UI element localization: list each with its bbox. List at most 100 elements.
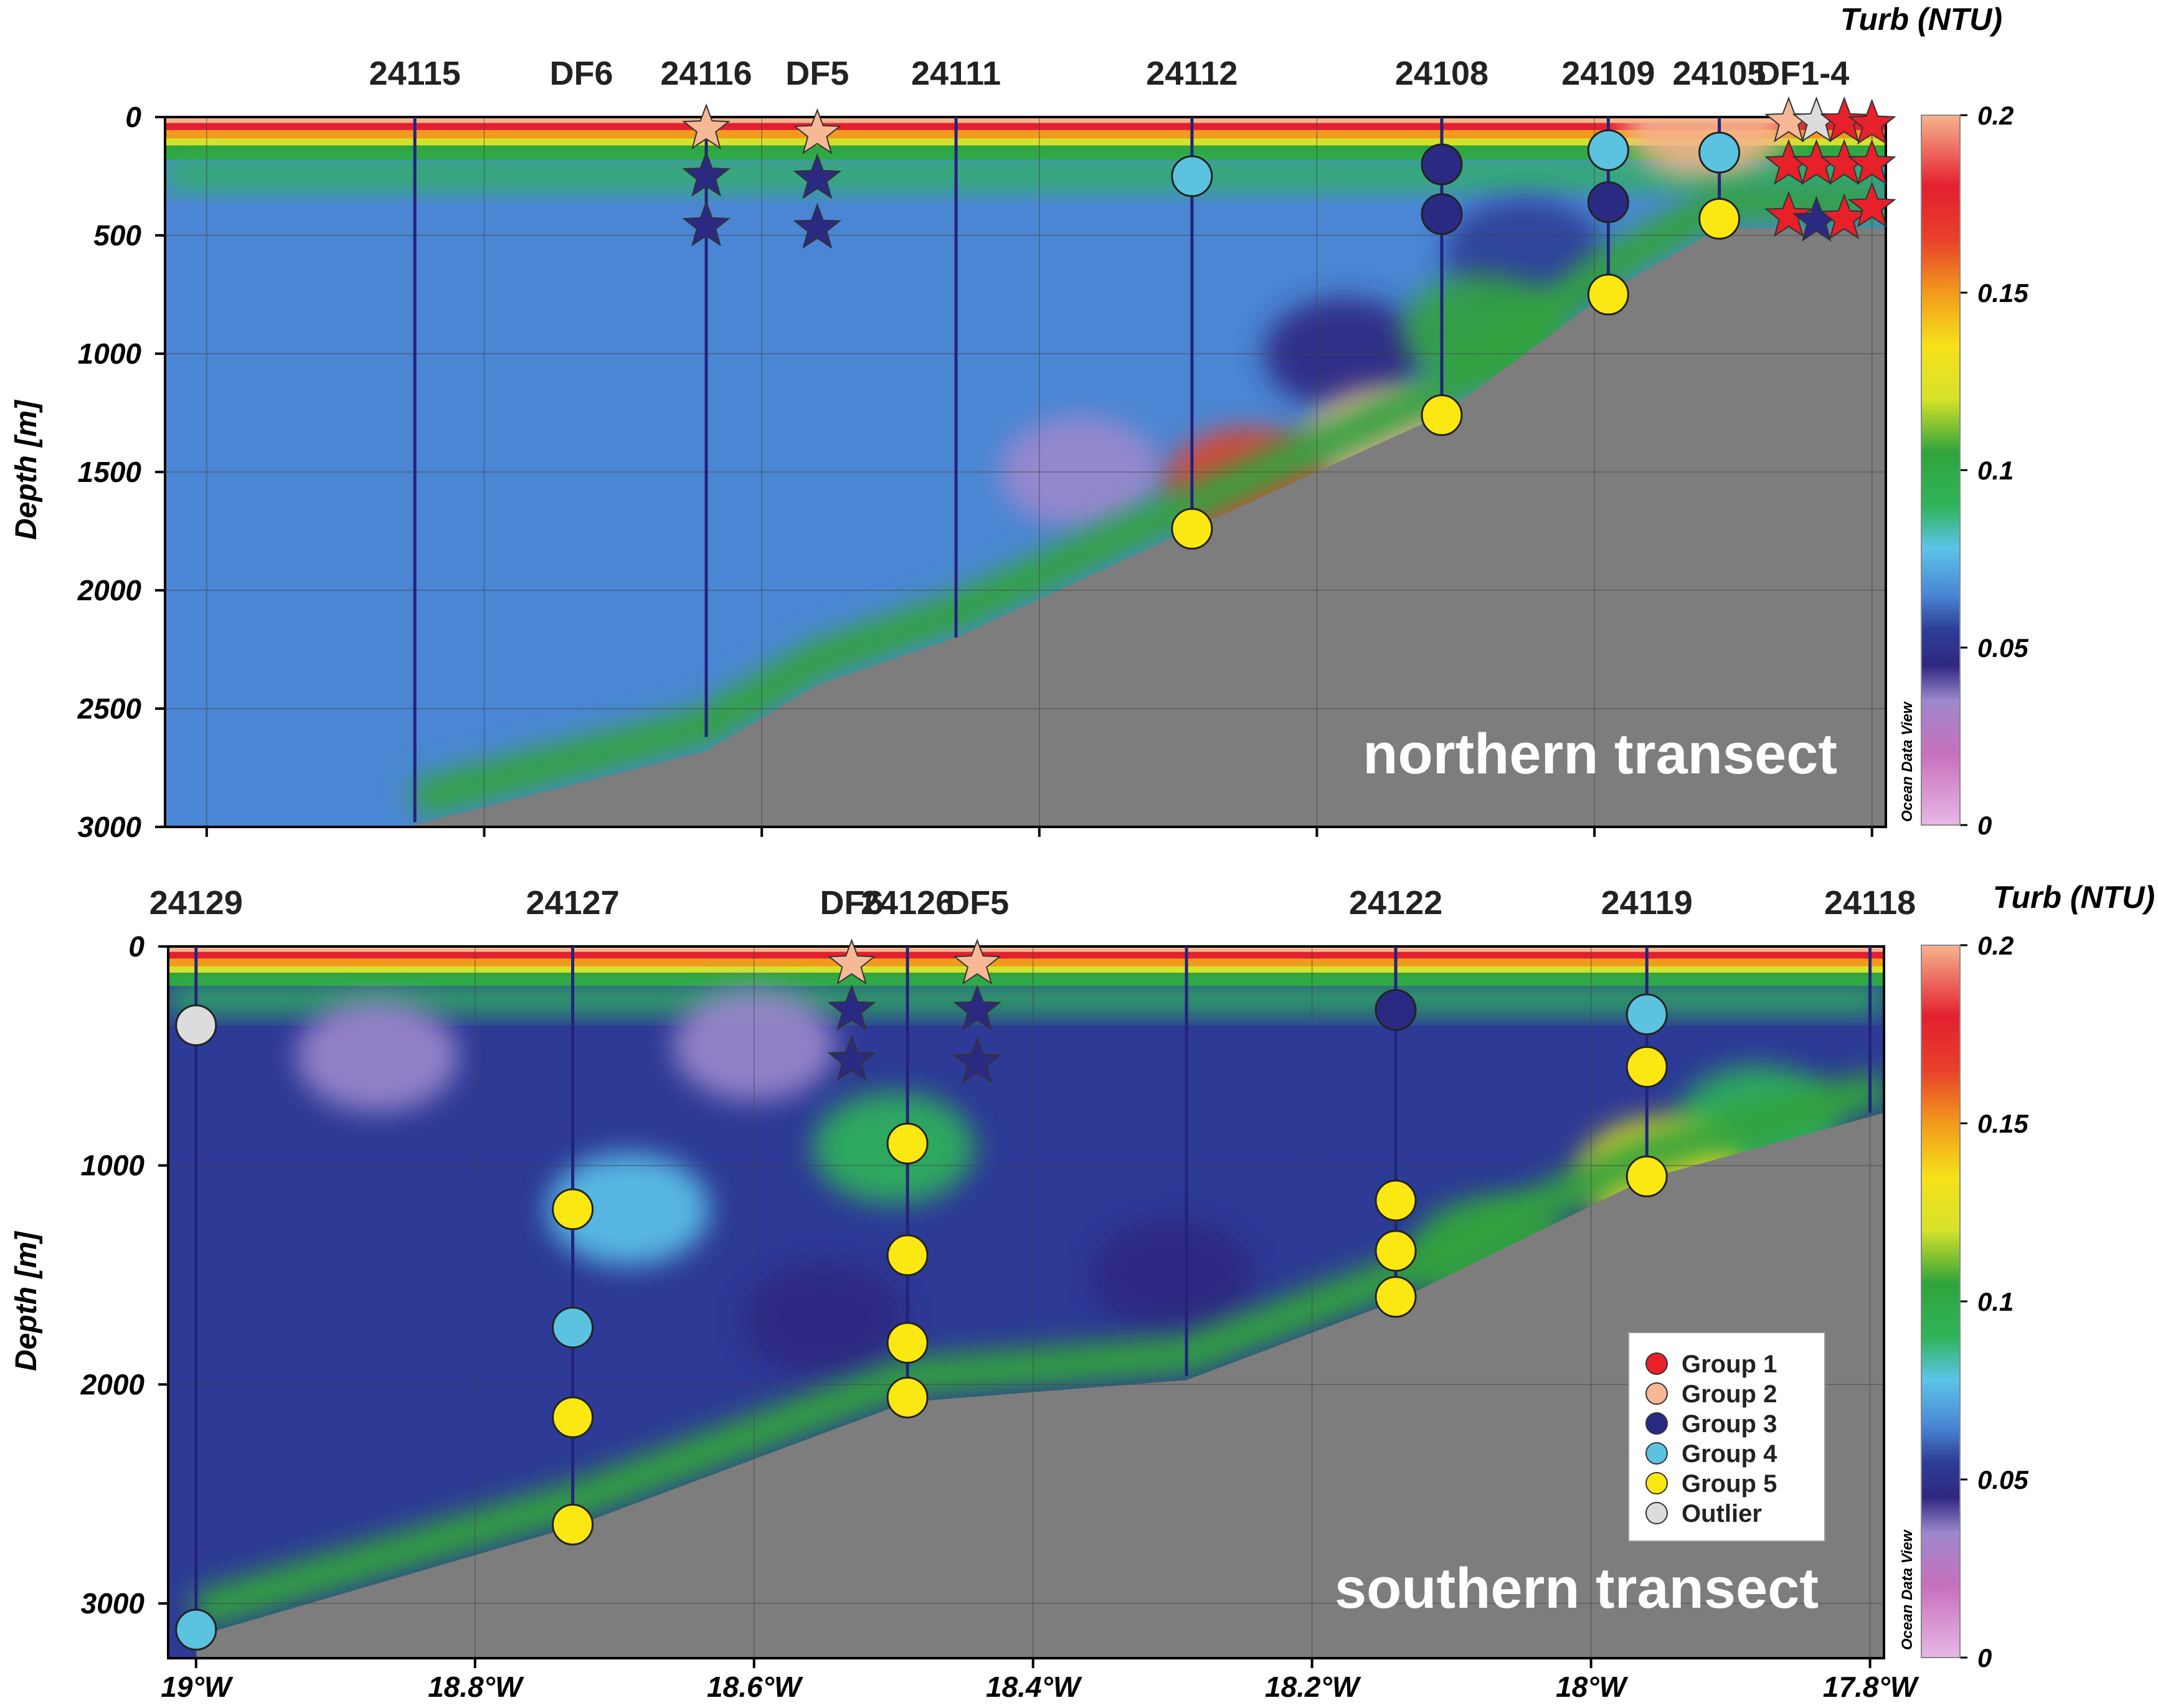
legend-item-label: Group 5 (1682, 1470, 1777, 1498)
colorbar-gradient (1921, 945, 1961, 1658)
legend-item-label: Group 1 (1682, 1351, 1777, 1378)
sample-star-marker (953, 984, 1001, 1031)
sample-star-marker (1847, 139, 1896, 185)
lon-tick-label: 18.2°W (1265, 1671, 1361, 1703)
plot-frame (167, 945, 1885, 1659)
station-label: 24122 (1349, 884, 1442, 922)
sample-circle-marker (886, 1376, 929, 1418)
depth-tick-label: 2000 (80, 1368, 145, 1400)
depth-tick-label: 2000 (77, 574, 142, 606)
station-label: DF5 (945, 884, 1009, 922)
sample-star-marker (953, 1037, 1001, 1083)
depth-tick-label: 0 (128, 930, 144, 963)
station-label: 24116 (660, 55, 752, 92)
station-label: 24129 (149, 884, 243, 922)
sample-star-marker (827, 1035, 876, 1081)
station-label: 24111 (911, 55, 1001, 92)
southern-longitude-ticks: 19°W 18.8°W 18.6°W 18.4°W 18.2°W 18°W 17.8°W (161, 1658, 1919, 1703)
colorbar-tick-label: 0 (1977, 811, 1992, 840)
sample-circle-marker (1171, 507, 1213, 550)
lon-tick-label: 18.8°W (428, 1671, 524, 1703)
surface-turbidity-band (165, 123, 1886, 130)
station-label: DF5 (785, 55, 849, 92)
sample-circle-marker (1587, 273, 1629, 316)
station-label: 24108 (1395, 55, 1488, 92)
legend-item-label: Outlier (1682, 1500, 1762, 1527)
sample-circle-marker (1375, 989, 1417, 1031)
southern-depth-ticks: 0 1000 2000 3000 (80, 930, 168, 1620)
northern-depth-ticks: 0 500 1000 1500 2000 2500 3000 (77, 101, 165, 843)
legend-swatch-icon (1645, 1442, 1668, 1465)
southern-colorbar: Turb (NTU) 0.2 0.15 0.1 0.05 0 Ocean Data Vi… (1899, 880, 2155, 1673)
sample-star-marker (1764, 191, 1813, 237)
sample-star-marker (682, 103, 731, 149)
station-label: DF6 (820, 884, 884, 922)
southern-colorbar-title: Turb (NTU) (1993, 880, 2155, 915)
depth-tick-label: 1000 (78, 337, 142, 370)
lon-tick-label: 17.8°W (1823, 1671, 1919, 1703)
legend-item-label: Group 2 (1682, 1380, 1777, 1408)
sample-circle-marker (1421, 143, 1463, 186)
sample-star-marker (827, 938, 876, 985)
sample-star-marker (793, 108, 842, 154)
northern-markers-layer (413, 96, 1896, 823)
sample-star-marker (682, 200, 731, 247)
station-label: 24127 (526, 884, 619, 922)
station-label: 24118 (1824, 884, 1916, 922)
station-label: 24115 (369, 55, 460, 92)
northern-colorbar: Turb (NTU) 0.2 0.15 0.1 0.05 0 Ocean Data Vi… (1840, 2, 2029, 840)
turbidity-feature (1091, 1219, 1254, 1331)
sample-star-marker (793, 153, 842, 199)
surface-turbidity-band (168, 946, 1884, 952)
lon-tick-label: 19°W (161, 1671, 234, 1703)
southern-plot-content (167, 945, 1885, 1659)
sample-circle-marker (552, 1396, 594, 1438)
southern-transect-title: southern transect (1335, 1557, 1819, 1620)
turbidity-feature (296, 999, 458, 1112)
northern-odv-watermark: Ocean Data View (1899, 701, 1916, 822)
sample-circle-marker (1587, 129, 1629, 171)
surface-turbidity-band (168, 951, 1884, 959)
legend-swatch-icon (1645, 1502, 1668, 1524)
surface-turbidity-band (168, 958, 1884, 966)
sample-circle-marker (1587, 181, 1629, 224)
subsurface-turbidity-band (168, 986, 1884, 1012)
northern-colorbar-title: Turb (NTU) (1840, 2, 2002, 37)
sample-star-marker (1847, 98, 1896, 145)
southern-colorbar-ticks: 0.2 0.15 0.1 0.05 0 (1960, 931, 2028, 1673)
northern-station-labels: 24115 DF6 24116 DF5 24111 24112 24108 24109 2410… (369, 55, 1849, 92)
surface-turbidity-band (165, 130, 1886, 139)
surface-turbidity-band (168, 973, 1884, 986)
sample-circle-marker (1626, 1155, 1668, 1197)
colorbar-tick-label: 0.15 (1977, 1109, 2028, 1138)
colorbar-tick-label: 0.05 (1977, 633, 2028, 663)
colorbar-tick-label: 0.2 (1977, 101, 2014, 130)
sample-star-marker (1820, 193, 1869, 240)
surface-turbidity-band (165, 117, 1886, 123)
sample-star-marker (827, 984, 876, 1031)
station-label: 24126 (861, 884, 954, 922)
sample-circle-marker (1375, 1276, 1417, 1318)
depth-tick-label: 0 (125, 101, 141, 133)
colorbar-tick-label: 0.05 (1977, 1465, 2028, 1494)
northern-transect-panel: 24115 DF6 24116 DF5 24111 24112 24108 24109 2410… (10, 55, 1896, 843)
sample-star-marker (953, 938, 1001, 985)
sample-circle-marker (552, 1188, 594, 1230)
seafloor (415, 228, 1886, 827)
lon-tick-label: 18°W (1556, 1671, 1629, 1703)
station-label: DF1-4 (1756, 55, 1849, 92)
sample-circle-marker (552, 1503, 594, 1545)
sample-circle-marker (1421, 193, 1463, 235)
lon-tick-label: 18.4°W (986, 1671, 1082, 1703)
sample-circle-marker (1698, 131, 1741, 174)
grid (165, 117, 1886, 827)
colorbar-tick-label: 0 (1977, 1643, 1992, 1673)
sample-circle-marker (886, 1234, 929, 1276)
colorbar-tick-label: 0.15 (1977, 278, 2028, 308)
sample-circle-marker (175, 1608, 217, 1651)
